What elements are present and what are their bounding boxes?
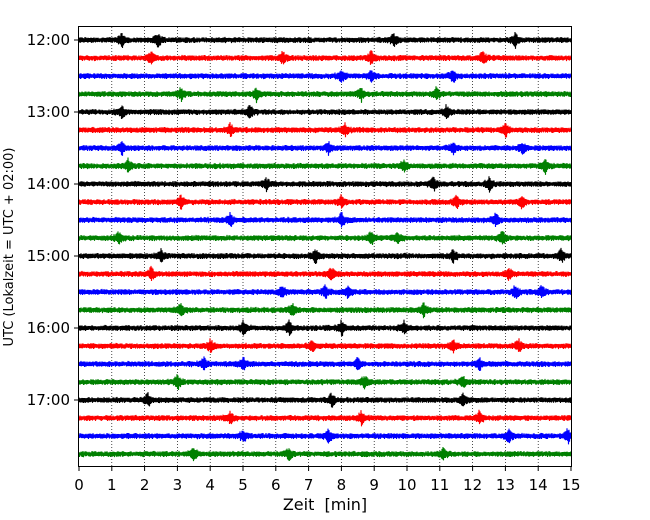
x-axis-label: Zeit [min] xyxy=(283,495,367,514)
trace-lines xyxy=(78,31,573,462)
trace-line xyxy=(78,338,573,354)
x-tick-label: 4 xyxy=(205,476,215,494)
trace-line xyxy=(78,50,573,65)
trace-line xyxy=(78,265,573,282)
x-tick-label: 6 xyxy=(271,476,281,494)
trace-line xyxy=(78,302,573,319)
trace-line xyxy=(78,446,573,462)
y-tick-label: 13:00 xyxy=(27,103,70,121)
x-tick-label: 8 xyxy=(337,476,347,494)
trace-line xyxy=(78,104,573,120)
x-ticks: 0 1 2 3 4 5 6 7 8 9 10 11 12 13 14 15 xyxy=(74,466,581,494)
x-tick-label: 0 xyxy=(74,476,84,494)
trace-line xyxy=(78,247,573,265)
trace-line xyxy=(78,409,573,427)
trace-line xyxy=(78,86,573,104)
x-tick-label: 5 xyxy=(238,476,248,494)
x-tick-label: 14 xyxy=(529,476,548,494)
y-tick-label: 15:00 xyxy=(27,247,70,265)
trace-line xyxy=(78,231,573,246)
x-tick-label: 15 xyxy=(561,476,580,494)
trace-line xyxy=(78,428,573,445)
trace-line xyxy=(78,211,573,228)
y-tick-label: 14:00 xyxy=(27,175,70,193)
x-tick-label: 13 xyxy=(496,476,515,494)
x-tick-label: 11 xyxy=(430,476,449,494)
trace-line xyxy=(78,141,573,156)
trace-line xyxy=(78,284,573,299)
trace-line xyxy=(78,157,573,175)
y-tick-label: 12:00 xyxy=(27,31,70,49)
y-axis-label: UTC (Lokalzeit = UTC + 02:00) xyxy=(2,148,17,347)
trace-line xyxy=(78,374,573,391)
x-tick-label: 7 xyxy=(304,476,314,494)
x-tick-label: 1 xyxy=(107,476,117,494)
trace-line xyxy=(78,122,573,138)
plot-frame xyxy=(78,26,572,467)
trace-line xyxy=(78,70,573,83)
y-tick-label: 17:00 xyxy=(27,391,70,409)
x-tick-label: 3 xyxy=(173,476,183,494)
trace-line xyxy=(78,176,573,193)
y-tick-label: 16:00 xyxy=(27,319,70,337)
y-ticks: 12:00 13:00 14:00 15:00 16:00 17:00 xyxy=(27,31,79,409)
trace-line xyxy=(78,194,573,210)
x-tick-label: 12 xyxy=(463,476,482,494)
trace-line xyxy=(78,319,573,337)
x-tick-label: 9 xyxy=(369,476,379,494)
x-tick-label: 2 xyxy=(140,476,150,494)
trace-line xyxy=(78,392,573,408)
trace-line xyxy=(78,356,573,372)
x-tick-label: 10 xyxy=(397,476,416,494)
trace-line xyxy=(78,31,573,49)
grid-lines xyxy=(111,27,539,466)
